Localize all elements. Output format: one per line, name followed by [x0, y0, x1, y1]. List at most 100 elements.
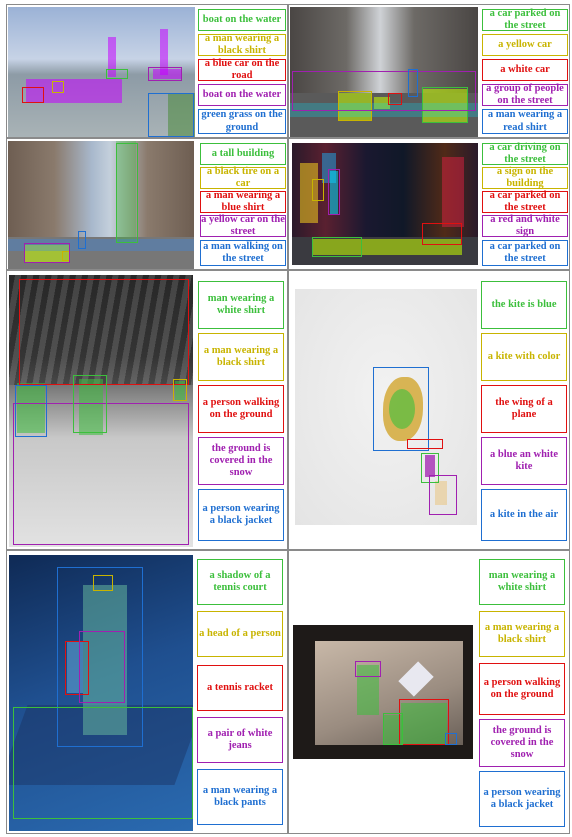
photo-city-street	[290, 7, 478, 137]
bounding-box	[312, 237, 362, 257]
caption-1: a car parked on the street	[482, 8, 568, 31]
bounding-box	[148, 67, 182, 81]
bounding-box	[338, 91, 372, 121]
bounding-box	[292, 71, 476, 111]
bounding-box	[408, 69, 418, 97]
segmentation-mask	[338, 93, 372, 121]
bounding-box	[52, 81, 64, 93]
caption-5: a man walking on the street	[200, 240, 286, 266]
photo-snow-park	[9, 275, 193, 547]
bounding-box	[79, 631, 125, 703]
segmentation-mask	[425, 455, 435, 477]
photo-tv	[293, 625, 473, 759]
segmentation-mask	[160, 29, 168, 75]
caption-5: a kite in the air	[481, 489, 567, 541]
caption-2: a yellow car	[482, 34, 568, 56]
bounding-box	[57, 567, 143, 747]
caption-4: a group of people on the street	[482, 83, 568, 106]
caption-3: a blue car on the road	[198, 58, 286, 81]
segmentation-mask	[389, 389, 415, 429]
segmentation-mask	[83, 585, 127, 735]
segmentation-mask	[401, 703, 447, 745]
caption-2: a man wearing a black shirt	[198, 333, 284, 381]
caption-5: a person wearing a black jacket	[479, 771, 565, 827]
bounding-box	[78, 231, 86, 249]
panel-snow-park: man wearing a white shirt a man wearing …	[6, 270, 288, 550]
photo-avenue	[8, 141, 194, 269]
bounding-box	[13, 707, 193, 819]
bounding-box	[106, 69, 128, 79]
panel-boats: boat on the water a man wearing a black …	[6, 4, 288, 138]
caption-1: man wearing a white shirt	[479, 559, 565, 605]
segmentation-mask	[383, 715, 403, 745]
photo-kite	[295, 289, 477, 525]
segmentation-mask	[374, 97, 390, 109]
caption-4: a red and white sign	[482, 214, 568, 237]
caption-5: green grass on the ground	[198, 109, 286, 134]
segmentation-mask	[168, 93, 195, 137]
bounding-box	[388, 93, 402, 105]
caption-4: a blue an white kite	[481, 437, 567, 485]
caption-5: a person wearing a black jacket	[198, 489, 284, 541]
bounding-box	[93, 575, 113, 591]
caption-1: a shadow of a tennis court	[197, 559, 283, 605]
bounding-box	[399, 699, 449, 745]
bounding-box	[173, 379, 187, 401]
bounding-box	[383, 713, 403, 745]
caption-2: a man wearing a black shirt	[198, 33, 286, 56]
segmentation-mask	[24, 245, 70, 263]
bounding-box	[15, 385, 47, 437]
caption-5: a man wearing a black pants	[197, 769, 283, 825]
bounding-box	[116, 143, 138, 243]
caption-3: a person walking on the ground	[479, 663, 565, 715]
panel-tv: man wearing a white shirt a man wearing …	[288, 550, 570, 834]
photo-times-square	[292, 143, 478, 265]
segmentation-mask	[357, 665, 379, 715]
caption-3: the wing of a plane	[481, 385, 567, 433]
bounding-box	[22, 87, 44, 103]
bounding-box	[13, 403, 189, 545]
caption-2: a head of a person	[197, 611, 283, 657]
segmentation-mask	[116, 141, 136, 243]
bounding-box	[73, 375, 107, 433]
panel-times-square: a car driving on the street a sign on th…	[288, 138, 570, 270]
panel-avenue: a tall building a black tire on a car a …	[6, 138, 288, 270]
bounding-box	[421, 453, 439, 483]
caption-2: a black tire on a car	[200, 166, 286, 189]
caption-4: a pair of white jeans	[197, 717, 283, 763]
panel-tennis: a shadow of a tennis court a head of a p…	[6, 550, 288, 834]
segmentation-mask	[8, 239, 194, 251]
caption-3: a car parked on the street	[482, 190, 568, 213]
caption-3: a man wearing a blue shirt	[200, 190, 286, 213]
segmentation-mask	[330, 171, 338, 215]
bounding-box	[148, 93, 194, 137]
segmentation-mask	[17, 383, 45, 433]
bounding-box	[407, 439, 443, 449]
caption-4: a yellow car on the street	[200, 213, 286, 237]
caption-1: a tall building	[200, 143, 286, 165]
bounding-box	[19, 279, 189, 385]
caption-1: a car driving on the street	[482, 142, 568, 165]
bounding-box	[65, 641, 89, 695]
bounding-box	[355, 661, 381, 677]
bounding-box	[429, 475, 457, 515]
bounding-box	[422, 87, 468, 123]
caption-2: a kite with color	[481, 333, 567, 381]
panel-kite: the kite is blue a kite with color the w…	[288, 270, 570, 550]
segmentation-mask	[153, 69, 181, 79]
caption-3: a tennis racket	[197, 665, 283, 711]
caption-1: boat on the water	[198, 9, 286, 31]
panel-city-street: a car parked on the street a yellow car …	[288, 4, 570, 138]
bounding-box	[422, 223, 462, 245]
bounding-box	[373, 367, 429, 451]
caption-1: the kite is blue	[481, 281, 567, 329]
caption-4: boat on the water	[198, 84, 286, 106]
photo-tennis	[9, 555, 193, 831]
segmentation-mask	[79, 379, 103, 435]
caption-4: the ground is covered in the snow	[479, 719, 565, 767]
caption-3: a person walking on the ground	[198, 385, 284, 433]
caption-5: a man wearing a read shirt	[482, 109, 568, 134]
bounding-box	[24, 243, 70, 263]
caption-2: a sign on the building	[482, 166, 568, 189]
